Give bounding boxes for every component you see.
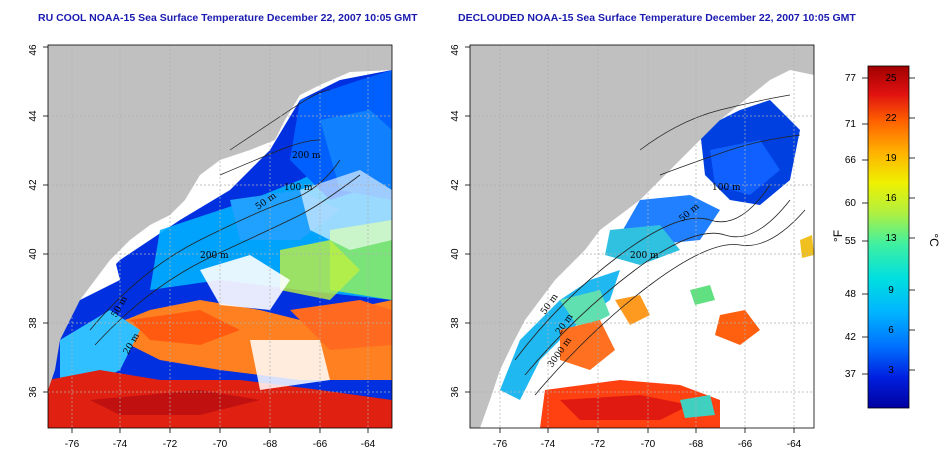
fahrenheit-tick: 42 [845, 332, 857, 343]
y-tick-label: 42 [28, 179, 39, 191]
left-x-axis: -76 -74 -72 -70 -68 -66 -64 [65, 428, 376, 450]
y-tick-label: 40 [28, 248, 39, 260]
x-tick-label: -76 [493, 439, 508, 450]
celsius-tick: 9 [888, 285, 894, 296]
x-tick-label: -72 [163, 439, 178, 450]
y-tick-label: 42 [450, 179, 461, 191]
colorbar-gradient [867, 65, 910, 409]
x-tick-label: -76 [65, 439, 80, 450]
left-panel-title: RU COOL NOAA-15 Sea Surface Temperature … [38, 12, 418, 24]
celsius-tick: 22 [885, 113, 897, 124]
fahrenheit-tick: 55 [845, 236, 857, 247]
right-contour-label: 100 m [712, 183, 741, 193]
x-tick-label: -70 [641, 439, 656, 450]
x-tick-label: -66 [738, 439, 753, 450]
y-tick-label: 38 [450, 317, 461, 329]
right-y-axis: 36 38 40 42 44 46 [450, 44, 470, 398]
celsius-tick: 3 [888, 365, 894, 376]
left-y-axis: 36 38 40 42 44 46 [28, 44, 48, 398]
y-tick-label: 44 [450, 110, 461, 122]
right-contour-label: 200 m [630, 251, 659, 261]
right-grid [470, 45, 814, 428]
left-contour-label: 200 m [292, 151, 321, 161]
x-tick-label: -68 [689, 439, 704, 450]
right-map-panel: 100 m 50 m 200 m 50 m 20 m 3000 m -76 -7… [450, 44, 815, 450]
x-tick-label: -64 [787, 439, 802, 450]
x-tick-label: -64 [361, 439, 376, 450]
celsius-tick: 16 [885, 193, 897, 204]
x-tick-label: -66 [313, 439, 328, 450]
x-tick-label: -74 [113, 439, 128, 450]
left-contour-label: 200 m [200, 251, 229, 261]
y-tick-label: 46 [450, 44, 461, 56]
colorbar-ticks [862, 77, 915, 375]
y-tick-label: 38 [28, 317, 39, 329]
x-tick-label: -70 [213, 439, 228, 450]
y-tick-label: 36 [450, 386, 461, 398]
right-panel-title: DECLOUDED NOAA-15 Sea Surface Temperatur… [458, 12, 856, 24]
fahrenheit-tick: 66 [845, 155, 857, 166]
fahrenheit-unit-label: °F [831, 230, 845, 242]
left-grid [48, 45, 392, 428]
y-tick-label: 46 [28, 44, 39, 56]
y-tick-label: 40 [450, 248, 461, 260]
right-plot-border [469, 44, 815, 429]
left-contour-label: 100 m [284, 183, 313, 193]
x-tick-label: -74 [541, 439, 556, 450]
colorbar: 77 71 66 60 55 48 42 37 25 22 19 16 13 9… [831, 65, 941, 409]
fahrenheit-tick: 60 [845, 198, 857, 209]
fahrenheit-tick: 37 [845, 369, 857, 380]
celsius-unit-label: °C [927, 233, 941, 247]
fahrenheit-tick: 77 [845, 73, 857, 84]
right-x-axis: -76 -74 -72 -70 -68 -66 -64 [493, 428, 802, 450]
celsius-tick: 19 [885, 153, 897, 164]
y-tick-label: 44 [28, 110, 39, 122]
celsius-tick: 25 [885, 73, 897, 84]
x-tick-label: -68 [263, 439, 278, 450]
fahrenheit-tick: 71 [845, 119, 857, 130]
left-map-panel: 200 m 100 m 50 m 200 m 50 m 20 m -76 -74… [28, 44, 393, 450]
right-sst-field [470, 45, 814, 428]
celsius-tick: 6 [888, 325, 894, 336]
x-tick-label: -72 [591, 439, 606, 450]
celsius-tick: 13 [885, 233, 897, 244]
fahrenheit-tick: 48 [845, 289, 857, 300]
y-tick-label: 36 [28, 386, 39, 398]
